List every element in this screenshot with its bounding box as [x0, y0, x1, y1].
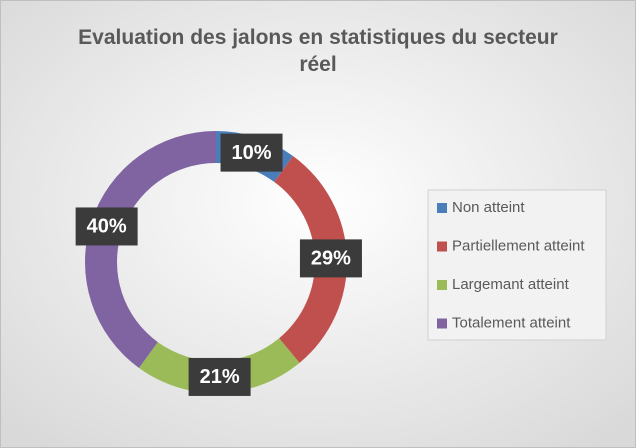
data-label-box	[75, 207, 138, 246]
chart-title: Evaluation des jalons en statistiques du…	[78, 26, 558, 76]
data-label-box	[220, 133, 283, 172]
legend-swatch	[437, 318, 447, 329]
legend-swatch	[437, 280, 447, 290]
legend-swatch	[437, 203, 447, 213]
data-label: 40%	[87, 216, 127, 238]
donut-segment	[274, 156, 347, 363]
data-label: 21%	[200, 366, 240, 388]
legend-label: Partiellement atteint	[452, 237, 585, 254]
data-label: 29%	[311, 248, 351, 270]
data-label-box	[188, 357, 251, 396]
data-label: 10%	[232, 142, 272, 164]
donut-segment	[85, 131, 216, 368]
legend-label: Largemant atteint	[452, 276, 570, 293]
data-label-box	[299, 239, 362, 278]
legend-label: Non atteint	[452, 199, 525, 216]
legend-box	[427, 189, 607, 341]
legend-swatch	[437, 241, 447, 252]
legend-label: Totalement atteint	[452, 314, 571, 331]
